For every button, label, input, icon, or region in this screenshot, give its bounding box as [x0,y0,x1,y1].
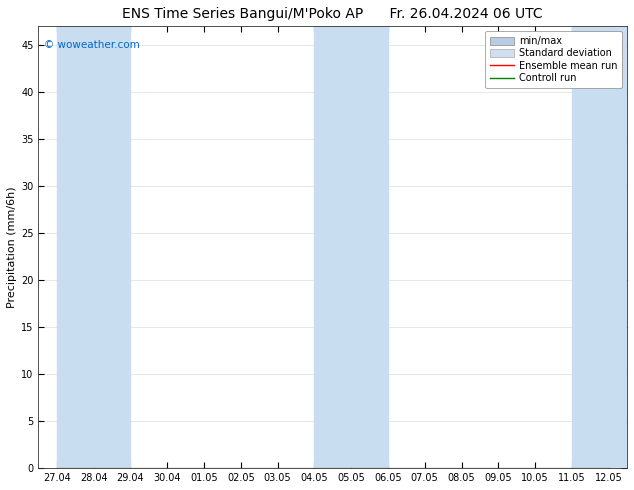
Bar [57,26,94,468]
Bar [351,26,388,468]
Title: ENS Time Series Bangui/M'Poko AP      Fr. 26.04.2024 06 UTC: ENS Time Series Bangui/M'Poko AP Fr. 26.… [122,7,543,21]
Bar [572,26,627,468]
Text: © woweather.com: © woweather.com [44,40,140,49]
Bar [94,26,131,468]
Y-axis label: Precipitation (mm/6h): Precipitation (mm/6h) [7,186,17,308]
Legend: min/max, Standard deviation, Ensemble mean run, Controll run: min/max, Standard deviation, Ensemble me… [485,31,622,88]
Bar [314,26,351,468]
